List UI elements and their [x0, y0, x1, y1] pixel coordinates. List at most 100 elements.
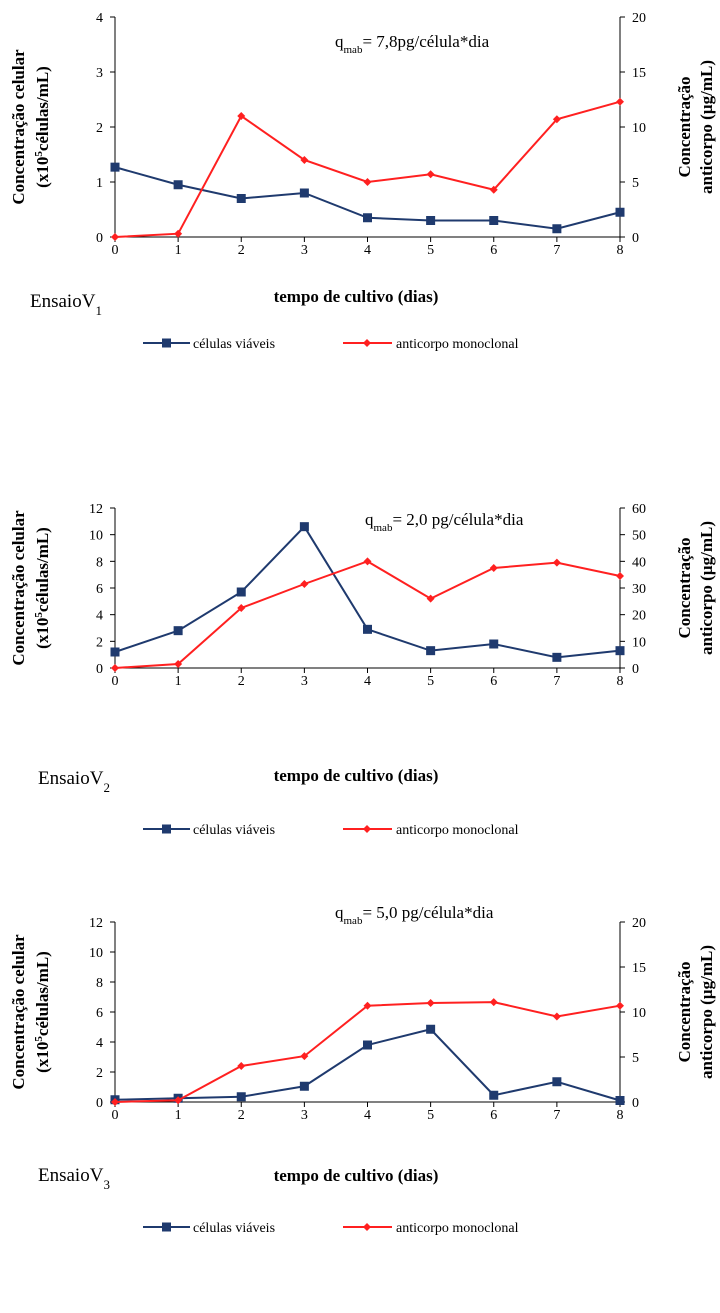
data-point-anticorpo	[426, 594, 435, 603]
legend-marker-anticorpo	[363, 1223, 371, 1231]
y-left-tick-label: 2	[96, 121, 103, 136]
data-point-celulas	[615, 207, 625, 217]
y-left-tick-label: 0	[96, 1096, 103, 1111]
y-right-tick-label: 30	[632, 582, 646, 597]
x-axis-label: tempo de cultivo (dias)	[274, 766, 439, 785]
y-left-label-line2: (x105células/mL)	[33, 951, 52, 1073]
data-point-anticorpo	[174, 229, 183, 238]
y-left-label-line2: (x105células/mL)	[33, 527, 52, 649]
data-point-celulas	[615, 1096, 625, 1105]
y-right-tick-label: 0	[632, 662, 639, 677]
x-tick-label: 2	[238, 674, 245, 689]
x-tick-label: 5	[427, 674, 434, 689]
ensaio-label: EnsaioV3	[38, 1165, 110, 1192]
data-point-celulas	[615, 646, 625, 656]
y-right-tick-label: 5	[632, 176, 639, 191]
legend-marker-celulas	[162, 824, 171, 834]
data-point-anticorpo	[300, 580, 309, 588]
y-right-tick-label: 20	[632, 609, 646, 624]
y-right-tick-label: 20	[632, 916, 646, 931]
x-tick-label: 1	[175, 674, 182, 689]
x-axis-label: tempo de cultivo (dias)	[274, 1166, 439, 1185]
data-point-celulas	[110, 162, 120, 172]
data-point-celulas	[110, 647, 120, 657]
y-left-tick-label: 6	[96, 1006, 103, 1021]
y-right-tick-label: 10	[632, 635, 646, 650]
data-point-anticorpo	[489, 564, 498, 572]
y-right-tick-label: 60	[632, 502, 646, 517]
data-point-celulas	[236, 587, 246, 597]
y-right-label-line1: Concentração	[675, 961, 694, 1062]
x-tick-label: 4	[364, 674, 371, 689]
y-left-tick-label: 4	[96, 609, 103, 624]
data-point-anticorpo	[426, 170, 435, 179]
data-point-celulas	[489, 639, 499, 649]
data-point-anticorpo	[616, 97, 624, 106]
qmab-annotation: qmab= 7,8pg/célula*dia	[335, 32, 490, 56]
y-left-tick-label: 4	[96, 1036, 103, 1051]
y-right-tick-label: 10	[632, 121, 646, 136]
x-tick-label: 0	[112, 243, 119, 258]
data-point-celulas	[489, 216, 499, 225]
y-left-tick-label: 12	[89, 916, 103, 931]
series-line-celulas	[114, 1028, 621, 1102]
x-tick-label: 5	[427, 243, 434, 258]
x-tick-label: 3	[301, 1108, 308, 1123]
data-point-celulas	[426, 1024, 436, 1034]
y-left-tick-label: 12	[89, 502, 103, 517]
data-point-anticorpo	[363, 557, 372, 566]
y-left-label-line1: Concentração celular	[9, 49, 28, 205]
x-tick-label: 3	[301, 674, 308, 689]
data-point-anticorpo	[616, 1001, 624, 1010]
data-point-anticorpo	[489, 998, 498, 1007]
data-point-celulas	[426, 216, 436, 225]
y-left-tick-label: 10	[89, 529, 103, 544]
x-tick-label: 2	[238, 1108, 245, 1123]
data-point-anticorpo	[489, 185, 498, 194]
chart-panel-2: 0 2 4 6 8 10 12 0 10 20 30 40 50 60 0 1 2 3 4 5 6 7 8 Concentra…	[0, 490, 720, 890]
legend-label-anticorpo: anticorpo monoclonal	[396, 1221, 519, 1236]
x-tick-label: 3	[301, 243, 308, 258]
legend-label-celulas: células viáveis	[193, 823, 275, 838]
data-point-anticorpo	[174, 660, 183, 668]
data-point-anticorpo	[174, 1096, 183, 1105]
y-left-tick-label: 10	[89, 946, 103, 961]
x-tick-label: 4	[364, 1108, 371, 1123]
legend-label-anticorpo: anticorpo monoclonal	[396, 337, 519, 352]
y-left-label-line2: (x105células/mL)	[33, 66, 52, 188]
y-left-tick-label: 4	[96, 11, 103, 26]
data-point-anticorpo	[111, 664, 119, 672]
legend-label-celulas: células viáveis	[193, 1221, 275, 1236]
data-point-anticorpo	[552, 115, 561, 124]
legend-marker-celulas	[162, 338, 171, 348]
data-point-celulas	[299, 188, 309, 198]
legend-marker-celulas	[162, 1222, 171, 1232]
data-point-anticorpo	[237, 604, 246, 612]
y-left-tick-label: 6	[96, 582, 103, 597]
x-tick-label: 0	[112, 1108, 119, 1123]
legend-label-celulas: células viáveis	[193, 337, 275, 352]
data-point-celulas	[173, 180, 183, 190]
y-left-tick-label: 8	[96, 976, 103, 991]
y-right-tick-label: 50	[632, 529, 646, 544]
y-left-tick-label: 2	[96, 1066, 103, 1081]
y-right-tick-label: 0	[632, 231, 639, 246]
data-point-celulas	[426, 646, 436, 656]
legend-label-anticorpo: anticorpo monoclonal	[396, 823, 519, 838]
y-left-tick-label: 3	[96, 66, 103, 81]
x-tick-label: 7	[553, 1108, 560, 1123]
data-point-celulas	[299, 1081, 309, 1091]
data-point-celulas	[489, 1090, 499, 1100]
y-right-label-line1: Concentração	[675, 537, 694, 638]
y-left-label-line1: Concentração celular	[9, 934, 28, 1090]
data-point-anticorpo	[426, 999, 435, 1007]
ensaio-label: EnsaioV2	[38, 768, 110, 795]
x-axis-label: tempo de cultivo (dias)	[274, 287, 439, 306]
legend-marker-anticorpo	[363, 825, 371, 833]
x-tick-label: 6	[490, 243, 497, 258]
data-point-celulas	[552, 224, 562, 234]
data-point-anticorpo	[111, 1098, 119, 1106]
x-tick-label: 7	[553, 243, 560, 258]
data-point-celulas	[236, 1092, 246, 1102]
